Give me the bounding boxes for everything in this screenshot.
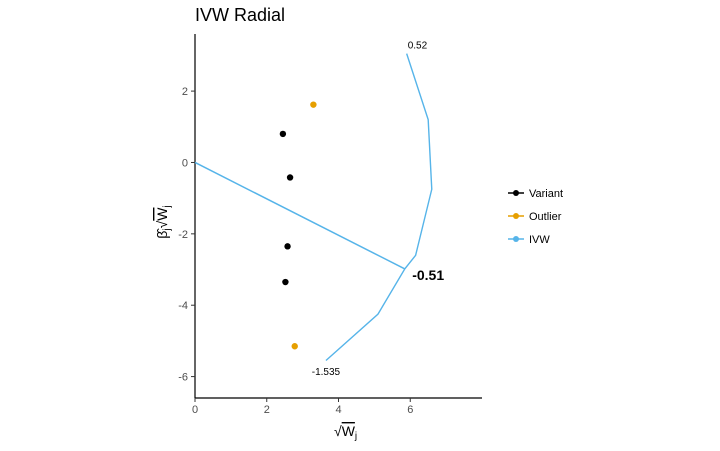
ivw-fit-line — [194, 161, 406, 270]
y-axis-label: β̂j√Wj — [154, 205, 173, 238]
legend-label: Variant — [529, 188, 563, 200]
y-tick-label: 2 — [182, 86, 188, 98]
x-axis-label-sub: j — [354, 431, 357, 442]
x-tick-label: 6 — [407, 404, 413, 416]
x-tick-label: 2 — [264, 404, 270, 416]
x-tick-label: 4 — [335, 404, 341, 416]
variant-point — [282, 278, 289, 286]
x-axis-label-w: W — [342, 423, 356, 439]
annotation-label: -0.51 — [412, 267, 444, 283]
legend-label: Outlier — [529, 211, 562, 223]
chart-title: IVW Radial — [195, 5, 285, 25]
ivw-radial-arc — [325, 53, 433, 362]
variant-point — [279, 130, 287, 138]
points-layer — [279, 101, 317, 350]
ivw-layer — [194, 53, 433, 362]
y-tick-label: -6 — [178, 372, 188, 384]
x-tick-label: 0 — [192, 404, 198, 416]
y-tick-label: -2 — [178, 229, 188, 241]
legend-key-point — [513, 236, 519, 242]
legend: Variant Outlier IVW — [508, 188, 563, 246]
y-tick-label: 0 — [182, 157, 188, 169]
y-tick-label: -4 — [178, 300, 188, 312]
legend-key-point — [513, 190, 519, 196]
outlier-point — [291, 343, 298, 350]
x-axis-label: √Wj — [334, 423, 357, 442]
annotation-label: 0.52 — [408, 40, 428, 51]
annotation-layer: 0.52 -0.51 -1.535 — [312, 40, 445, 378]
axes: 0 2 4 6 -6 -4 -2 0 2 — [178, 34, 482, 416]
y-axis-title: β̂j√Wj — [154, 205, 173, 238]
variant-point — [286, 174, 294, 181]
x-axis-title: √Wj — [334, 423, 357, 442]
annotation-label: -1.535 — [312, 367, 341, 378]
outlier-point — [310, 101, 317, 108]
variant-point — [284, 243, 291, 250]
legend-label: IVW — [529, 234, 550, 246]
x-axis-label-main: √ — [334, 423, 342, 439]
legend-key-point — [513, 213, 519, 219]
